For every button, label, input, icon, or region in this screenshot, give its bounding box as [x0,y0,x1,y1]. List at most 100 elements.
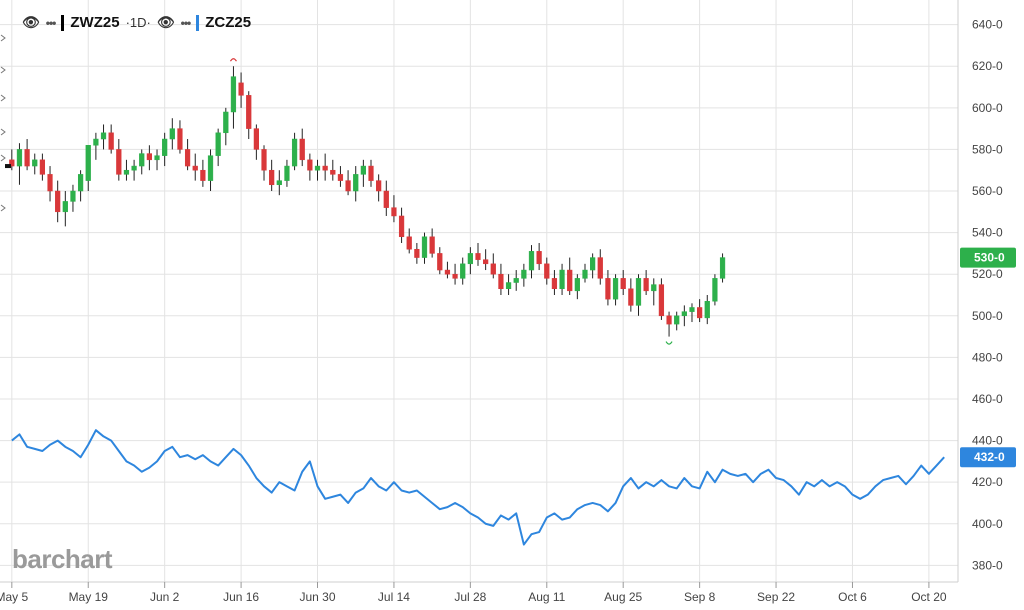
candle-body [223,111,229,134]
candle [146,145,153,171]
x-tick-label: Oct 20 [911,590,947,604]
candle-body [16,149,23,167]
candle [32,153,38,175]
candle-body [207,155,214,181]
candle-body [498,273,504,290]
candle-body [452,273,458,279]
candle-body [719,257,726,279]
legend-item-corn[interactable]: 👁 ••• ZCZ25 [157,14,251,31]
candle-body [284,165,290,181]
candle [383,180,389,216]
x-tick-label: Jul 14 [378,590,410,604]
candle-body [139,153,145,167]
y-tick-label: 620-0 [972,59,1003,73]
candle [16,143,23,185]
time-axis[interactable]: May 5 May 19 Jun 2 Jun 16 Jun 30 Jul 14 Jul 28… [0,582,947,604]
candle [689,303,695,323]
candle [299,128,305,167]
candle-body [154,155,160,161]
candle-body [567,269,573,292]
candle-body [460,263,466,279]
candle-body [689,307,695,312]
candle [421,232,428,264]
candle-body [704,300,710,319]
candle [154,149,160,171]
candle-body [597,257,603,279]
candle-body [697,307,703,319]
candle [307,153,313,181]
candle [498,263,504,295]
x-tick-label: Sep 8 [684,590,716,604]
candle [261,145,267,181]
candle-body [123,169,130,175]
candle-body [605,278,611,300]
candle-body [483,259,489,265]
x-tick-label: Sep 22 [757,590,795,604]
candle [345,170,351,196]
candle [269,159,275,192]
candle [314,159,321,181]
candle-body [93,138,99,146]
candle-body [39,159,46,175]
candle-body [712,278,718,302]
price-axis[interactable]: 380-0 400-0 420-0 440-0 460-0 480-0 500-0 520-0… [972,18,1003,573]
candle [70,184,76,212]
corn-line [11,429,945,546]
candle [559,263,565,295]
candle [116,139,122,181]
y-tick-label: 500-0 [972,309,1003,323]
candle [200,159,206,187]
candle [590,253,596,279]
legend-item-wheat[interactable]: 👁 ••• ZWZ25 ·1D· [22,14,151,31]
corn-last-price-badge-bg [960,447,1016,468]
candle [368,159,374,187]
x-tick-label: Jun 30 [299,590,335,604]
candle [528,245,535,279]
more-dots-icon[interactable]: ••• [45,15,57,30]
candle [230,66,237,129]
left-edge-chevron-icon [0,34,6,42]
candle [467,247,473,275]
candle-body [314,165,321,171]
candle-body [536,251,542,265]
candle-body [24,149,30,167]
left-edge-chevron-icon [0,154,6,162]
candle-body [391,207,397,217]
y-tick-label: 520-0 [972,267,1003,281]
candle [322,153,328,181]
corn-line-series [11,429,945,546]
candle-body [628,288,634,306]
more-dots-icon[interactable]: ••• [180,15,192,30]
candle [666,311,672,337]
candle-body [681,311,687,317]
candle-body [582,269,588,279]
candle-body [528,251,535,271]
y-tick-label: 440-0 [972,434,1003,448]
candle-body [85,145,91,181]
y-tick-label: 600-0 [972,101,1003,115]
candle-body [376,180,382,192]
candle [697,299,703,323]
corn-last-price-badge: 432-0 [960,447,1016,468]
candle [429,228,435,258]
candle-body [62,201,68,213]
candle [651,278,657,306]
candle [406,228,412,254]
candle-body [77,174,84,192]
eye-icon[interactable]: 👁 [22,14,40,30]
y-tick-label: 580-0 [972,142,1003,156]
candle-body [246,95,252,129]
candle [9,149,15,171]
candle [223,107,229,146]
candle [238,72,244,108]
candle [444,261,451,279]
candle-body [505,282,512,290]
eye-icon[interactable]: 👁 [156,14,175,30]
x-tick-label: May 5 [0,590,28,604]
candle [567,257,573,295]
candle-body [215,132,221,156]
candle [131,159,137,181]
legend-symbol-wheat: ZWZ25 [70,14,120,31]
legend-interval[interactable]: ·1D· [125,15,151,30]
